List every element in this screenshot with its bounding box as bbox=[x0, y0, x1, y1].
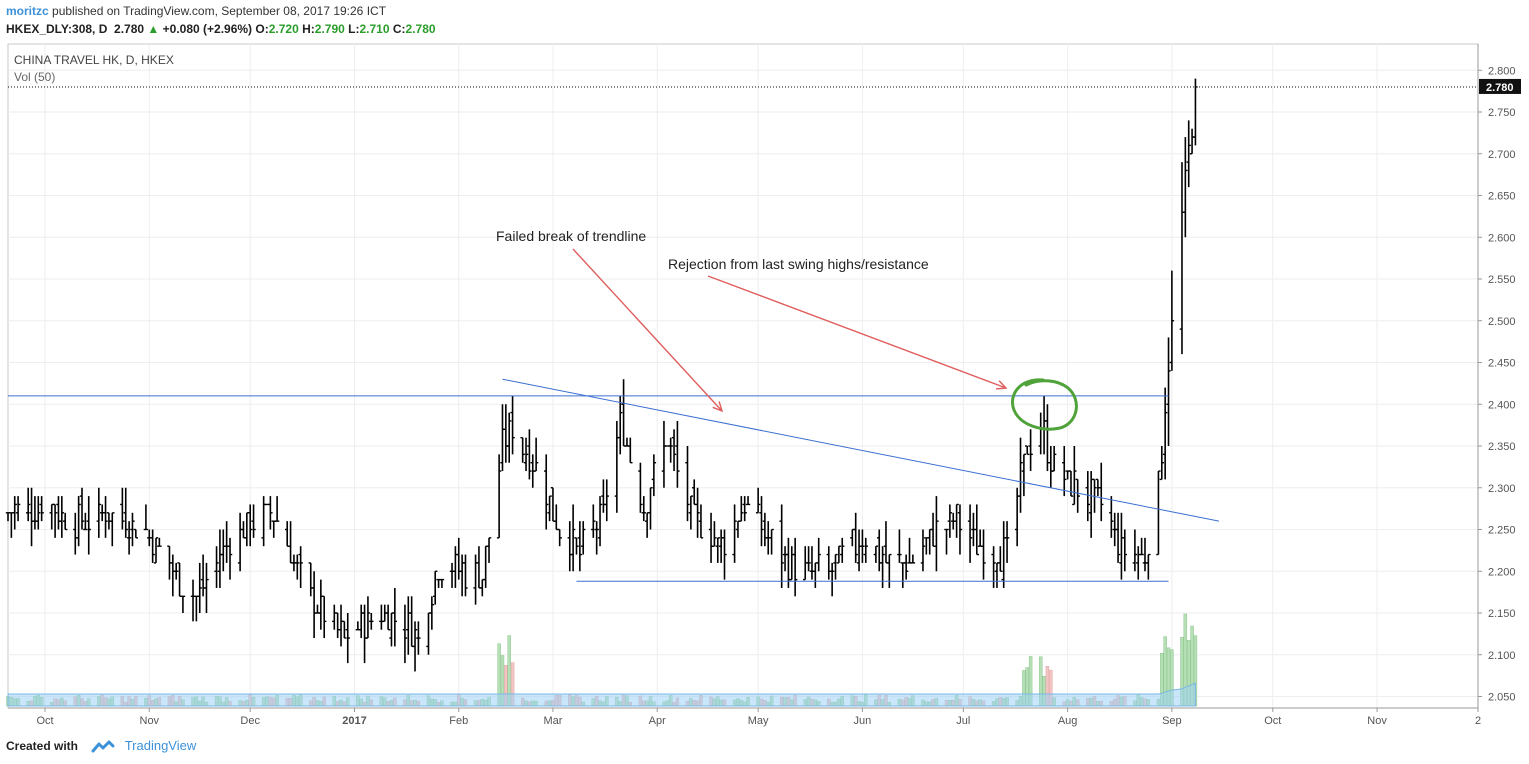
x-tick-label: Dec bbox=[240, 715, 260, 727]
high-value: 2.790 bbox=[314, 22, 345, 36]
close-label: C: bbox=[392, 22, 406, 36]
published-text: published on TradingView.com, September … bbox=[52, 4, 387, 18]
y-tick-label: 2.750 bbox=[1488, 107, 1516, 119]
tradingview-logo-icon bbox=[91, 740, 115, 753]
x-tick-label: Jul bbox=[956, 715, 970, 727]
chart-overlays bbox=[8, 86, 1478, 582]
x-tick-label: Mar bbox=[543, 715, 562, 727]
footer: Created with TradingView bbox=[6, 738, 196, 754]
y-tick-label: 2.150 bbox=[1488, 608, 1516, 620]
y-tick-label: 2.050 bbox=[1488, 692, 1516, 704]
y-tick-label: 2.200 bbox=[1488, 566, 1516, 578]
low-label: L: bbox=[348, 22, 360, 36]
x-tick-label: Sep bbox=[1162, 715, 1182, 727]
low-value: 2.710 bbox=[359, 22, 390, 36]
x-tick-label: Apr bbox=[649, 715, 666, 727]
y-tick-label: 2.100 bbox=[1488, 650, 1516, 662]
x-tick-label: Oct bbox=[1264, 715, 1281, 727]
x-tick-label: Jun bbox=[854, 715, 872, 727]
y-tick-label: 2.800 bbox=[1488, 65, 1516, 77]
x-tick-label: Oct bbox=[36, 715, 53, 727]
ohlc-bars bbox=[5, 78, 1198, 672]
open-label: O: bbox=[255, 22, 269, 36]
tradingview-link[interactable]: TradingView bbox=[124, 738, 197, 753]
chart-axes: 2.800 2.750 2.700 2.650 2.600 2.550 2.500 2.450… bbox=[8, 44, 1521, 727]
annotation-rejection: Rejection from last swing highs/resistan… bbox=[668, 256, 929, 272]
x-tick-label: Nov bbox=[1367, 715, 1387, 727]
y-tick-label: 2.350 bbox=[1488, 441, 1516, 453]
y-tick-label: 2.550 bbox=[1488, 274, 1516, 286]
plot-frame bbox=[7, 43, 1479, 709]
open-value: 2.720 bbox=[268, 22, 299, 36]
symbol-name: HKEX_DLY:308, D bbox=[6, 22, 108, 36]
y-tick-label: 2.300 bbox=[1488, 483, 1516, 495]
volume-ma-area bbox=[7, 682, 1196, 707]
chart-grid bbox=[7, 43, 1479, 709]
x-tick-label: 2 bbox=[1475, 715, 1481, 727]
symbol-info: HKEX_DLY:308, D 2.780 ▲ +0.080 (+2.96%) … bbox=[6, 22, 436, 36]
annotation-failed-break: Failed break of trendline bbox=[496, 228, 646, 244]
arrow-rejection bbox=[707, 275, 1007, 389]
author-link[interactable]: moritzc bbox=[6, 4, 49, 18]
x-tick-label: Feb bbox=[449, 715, 468, 727]
rejection-circle bbox=[1011, 378, 1078, 431]
y-tick-label: 2.600 bbox=[1488, 232, 1516, 244]
x-tick-label: Aug bbox=[1058, 715, 1078, 727]
y-tick-label: 2.650 bbox=[1488, 191, 1516, 203]
volume-bars bbox=[6, 613, 1198, 707]
publish-info: moritzc published on TradingView.com, Se… bbox=[6, 4, 386, 18]
up-arrow-icon: ▲ bbox=[147, 22, 160, 36]
last-price-badge bbox=[1479, 78, 1521, 94]
y-tick-label: 2.400 bbox=[1488, 399, 1516, 411]
price-change: +0.080 (+2.96%) bbox=[162, 22, 253, 36]
volume-label: Vol (50) bbox=[14, 70, 55, 84]
created-with-text: Created with bbox=[6, 739, 79, 753]
arrow-rejection-head bbox=[995, 380, 1008, 390]
descending-trendline bbox=[502, 378, 1220, 522]
arrow-failed-break bbox=[572, 248, 723, 412]
chart-title: CHINA TRAVEL HK, D, HKEX bbox=[14, 53, 174, 67]
close-value: 2.780 bbox=[405, 22, 436, 36]
arrow-failed-break-head bbox=[712, 401, 724, 413]
y-tick-label: 2.250 bbox=[1488, 525, 1516, 537]
y-tick-label: 2.450 bbox=[1488, 358, 1516, 370]
x-tick-label: Nov bbox=[140, 715, 160, 727]
last-price-label: 2.780 bbox=[1486, 82, 1514, 94]
x-tick-label: May bbox=[748, 715, 769, 727]
x-tick-label: 2017 bbox=[342, 715, 366, 727]
high-label: H: bbox=[302, 22, 315, 36]
last-price: 2.780 bbox=[114, 22, 145, 36]
y-tick-label: 2.700 bbox=[1488, 149, 1516, 161]
y-tick-label: 2.500 bbox=[1488, 316, 1516, 328]
